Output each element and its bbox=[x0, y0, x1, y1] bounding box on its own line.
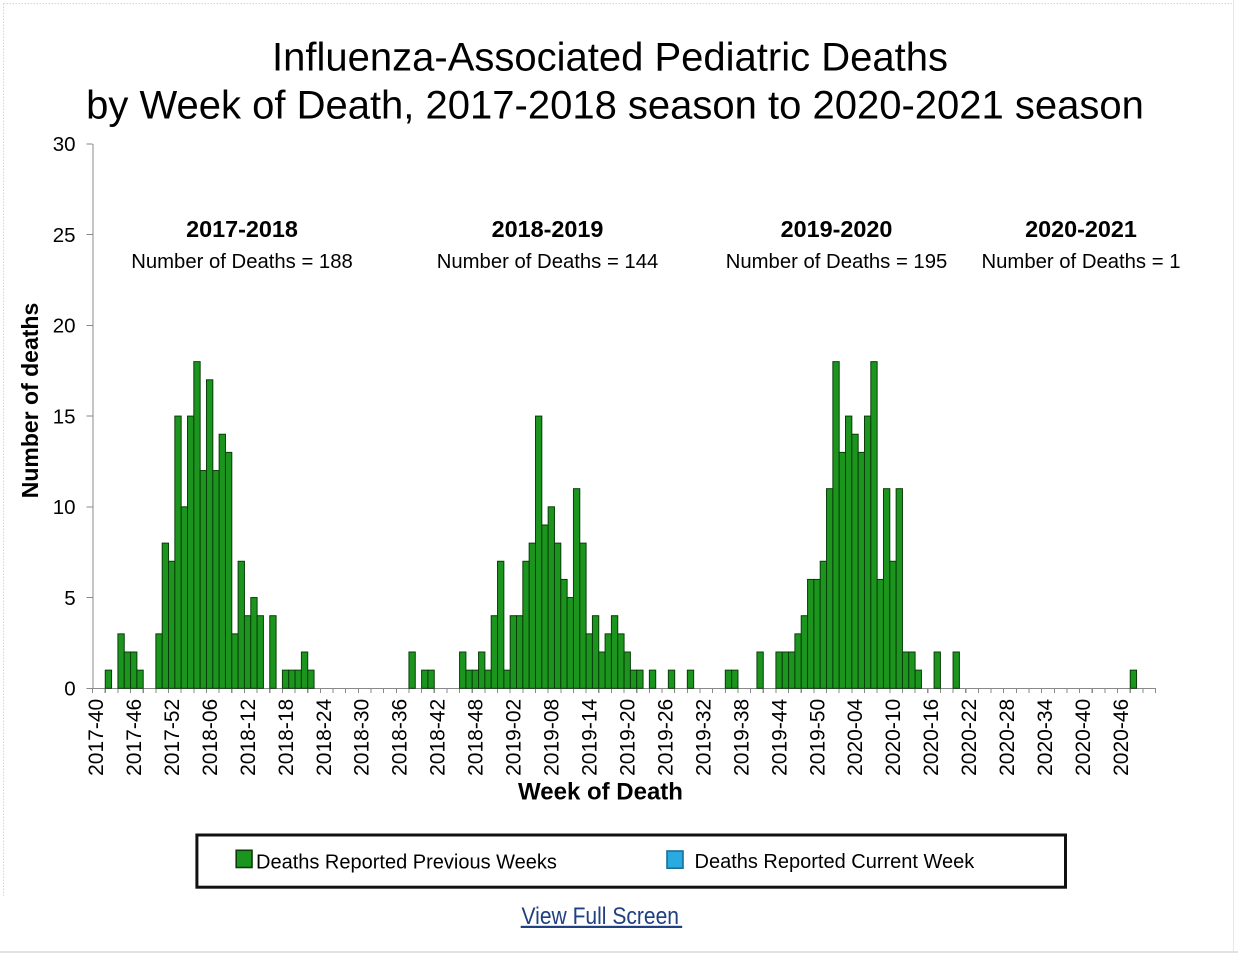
svg-text:10: 10 bbox=[53, 496, 76, 519]
svg-text:2020-16: 2020-16 bbox=[920, 699, 943, 776]
svg-text:Number of deaths: Number of deaths bbox=[17, 303, 43, 499]
svg-text:Number of Deaths = 1: Number of Deaths = 1 bbox=[982, 251, 1181, 273]
svg-text:2020-2021: 2020-2021 bbox=[1025, 216, 1137, 242]
svg-text:2018-48: 2018-48 bbox=[465, 699, 488, 776]
svg-text:2017-2018: 2017-2018 bbox=[186, 216, 298, 242]
svg-text:2019-50: 2019-50 bbox=[806, 699, 829, 776]
svg-text:2017-52: 2017-52 bbox=[161, 699, 184, 776]
svg-text:2019-14: 2019-14 bbox=[579, 698, 602, 775]
svg-text:2019-20: 2019-20 bbox=[616, 699, 639, 776]
svg-text:2019-02: 2019-02 bbox=[503, 699, 526, 776]
svg-text:Deaths Reported Previous Weeks: Deaths Reported Previous Weeks bbox=[256, 851, 557, 873]
svg-text:2017-40: 2017-40 bbox=[85, 699, 108, 776]
svg-text:2020-40: 2020-40 bbox=[1072, 699, 1095, 776]
svg-text:2018-24: 2018-24 bbox=[313, 698, 336, 775]
svg-text:2018-30: 2018-30 bbox=[351, 699, 374, 776]
svg-text:2018-18: 2018-18 bbox=[275, 699, 298, 776]
svg-text:2019-44: 2019-44 bbox=[768, 698, 791, 775]
svg-text:2018-06: 2018-06 bbox=[199, 699, 222, 776]
svg-text:2019-2020: 2019-2020 bbox=[781, 216, 893, 242]
svg-text:2020-46: 2020-46 bbox=[1110, 699, 1133, 776]
svg-text:2019-38: 2019-38 bbox=[730, 699, 753, 776]
svg-text:View Full Screen: View Full Screen bbox=[522, 903, 680, 930]
svg-text:2020-04: 2020-04 bbox=[844, 698, 867, 775]
svg-text:2020-22: 2020-22 bbox=[958, 699, 981, 776]
svg-text:2019-26: 2019-26 bbox=[654, 699, 677, 776]
svg-text:2020-10: 2020-10 bbox=[882, 699, 905, 776]
svg-text:Number of Deaths = 144: Number of Deaths = 144 bbox=[437, 251, 659, 273]
svg-text:2017-46: 2017-46 bbox=[123, 699, 146, 776]
svg-text:0: 0 bbox=[64, 678, 75, 701]
svg-text:Influenza-Associated Pediatric: Influenza-Associated Pediatric Deaths bbox=[272, 36, 948, 80]
svg-text:Number of Deaths = 188: Number of Deaths = 188 bbox=[131, 251, 353, 273]
svg-text:2018-12: 2018-12 bbox=[237, 699, 260, 776]
svg-text:2018-36: 2018-36 bbox=[389, 699, 412, 776]
svg-text:5: 5 bbox=[64, 587, 75, 610]
svg-text:2019-08: 2019-08 bbox=[541, 699, 564, 776]
svg-text:Week of Death: Week of Death bbox=[518, 779, 683, 806]
svg-text:Deaths Reported Current Week: Deaths Reported Current Week bbox=[695, 851, 976, 873]
svg-text:30: 30 bbox=[53, 133, 76, 156]
svg-text:2019-32: 2019-32 bbox=[692, 699, 715, 776]
svg-text:2018-42: 2018-42 bbox=[427, 699, 450, 776]
svg-text:15: 15 bbox=[53, 405, 76, 428]
svg-text:2020-28: 2020-28 bbox=[996, 699, 1019, 776]
svg-text:2020-34: 2020-34 bbox=[1034, 698, 1057, 775]
svg-text:25: 25 bbox=[53, 224, 76, 247]
svg-text:2018-2019: 2018-2019 bbox=[492, 216, 604, 242]
svg-text:20: 20 bbox=[53, 315, 76, 338]
svg-text:Number of Deaths = 195: Number of Deaths = 195 bbox=[726, 251, 948, 273]
svg-text:by Week of Death, 2017-2018 se: by Week of Death, 2017-2018 season to 20… bbox=[86, 84, 1144, 128]
